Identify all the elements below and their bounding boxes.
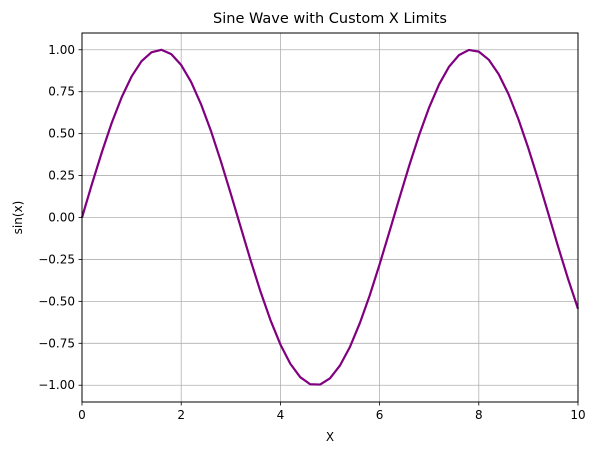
y-tick-label: −0.25 bbox=[38, 252, 75, 266]
ticks: 0 2 4 6 8 10 −1.00 −0.75 −0.50 −0.25 0.00 0.25 0.50 0… bbox=[38, 43, 585, 422]
x-axis-label: X bbox=[326, 430, 334, 444]
x-tick-label: 0 bbox=[78, 408, 86, 422]
y-tick-label: 1.00 bbox=[48, 43, 75, 57]
y-axis-label: sin(x) bbox=[11, 201, 25, 235]
y-tick-label: 0.75 bbox=[48, 85, 75, 99]
y-tick-label: −0.50 bbox=[38, 294, 75, 308]
x-tick-label: 6 bbox=[376, 408, 384, 422]
x-tick-label: 10 bbox=[570, 408, 585, 422]
y-tick-label: −0.75 bbox=[38, 336, 75, 350]
x-tick-label: 2 bbox=[177, 408, 185, 422]
y-tick-label: 0.00 bbox=[48, 211, 75, 225]
sine-series-line bbox=[80, 48, 580, 386]
y-tick-label: 0.25 bbox=[48, 169, 75, 183]
y-tick-label: −1.00 bbox=[38, 378, 75, 392]
series-layer bbox=[80, 48, 580, 386]
y-tick-label: 0.50 bbox=[48, 127, 75, 141]
grid bbox=[81, 33, 579, 402]
chart-title: Sine Wave with Custom X Limits bbox=[213, 11, 447, 27]
x-tick-label: 4 bbox=[277, 408, 285, 422]
x-tick-label: 8 bbox=[475, 408, 483, 422]
